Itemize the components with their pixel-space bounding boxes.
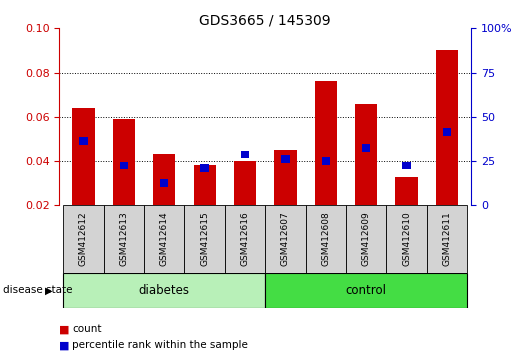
Text: GSM412614: GSM412614	[160, 212, 169, 266]
Text: percentile rank within the sample: percentile rank within the sample	[72, 340, 248, 350]
Bar	[265, 205, 305, 273]
Bar	[104, 205, 144, 273]
Text: GSM412611: GSM412611	[442, 212, 452, 266]
Bar	[79, 137, 88, 145]
Text: ■: ■	[59, 324, 70, 334]
Text: ■: ■	[59, 340, 70, 350]
Bar	[160, 179, 168, 187]
Bar	[63, 205, 104, 273]
Bar	[386, 205, 427, 273]
Bar	[119, 162, 128, 169]
Bar	[443, 129, 451, 136]
Bar	[144, 205, 184, 273]
Bar	[72, 108, 95, 205]
Text: GSM412608: GSM412608	[321, 212, 330, 266]
Text: diabetes: diabetes	[139, 284, 190, 297]
Text: GSM412609: GSM412609	[362, 212, 371, 266]
Bar	[396, 177, 418, 205]
Title: GDS3665 / 145309: GDS3665 / 145309	[199, 13, 331, 27]
Bar	[274, 150, 297, 205]
Text: control: control	[346, 284, 387, 297]
Bar	[355, 104, 377, 205]
Bar	[321, 157, 330, 165]
Text: GSM412616: GSM412616	[241, 212, 250, 266]
Bar	[402, 162, 411, 169]
Bar	[194, 166, 216, 205]
Bar	[362, 144, 370, 152]
Text: GSM412607: GSM412607	[281, 212, 290, 266]
Bar	[305, 205, 346, 273]
Bar	[427, 205, 467, 273]
Bar	[234, 161, 256, 205]
Bar	[200, 164, 209, 172]
Text: count: count	[72, 324, 101, 334]
Bar	[315, 81, 337, 205]
Bar	[265, 273, 467, 308]
Bar	[281, 155, 289, 163]
Text: disease state: disease state	[3, 285, 72, 295]
Bar	[184, 205, 225, 273]
Bar	[225, 205, 265, 273]
Bar	[346, 205, 386, 273]
Text: GSM412612: GSM412612	[79, 212, 88, 266]
Bar	[153, 154, 175, 205]
Text: GSM412615: GSM412615	[200, 212, 209, 266]
Text: GSM412610: GSM412610	[402, 212, 411, 266]
Text: ▶: ▶	[45, 285, 53, 295]
Bar	[113, 119, 135, 205]
Bar	[436, 51, 458, 205]
Text: GSM412613: GSM412613	[119, 212, 128, 266]
Bar	[241, 150, 249, 158]
Bar	[63, 273, 265, 308]
